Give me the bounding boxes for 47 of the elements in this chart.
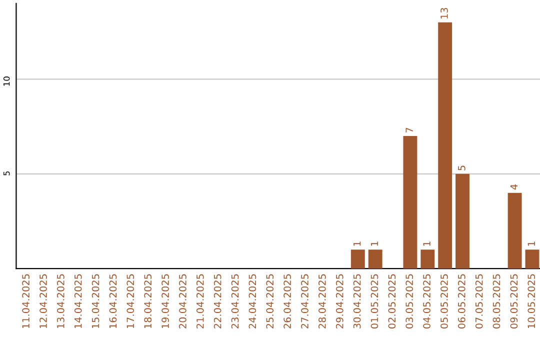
x-tick-label: 12.04.2025 xyxy=(40,274,47,328)
bar xyxy=(456,174,470,269)
x-tick-label: 04.05.2025 xyxy=(423,274,430,328)
x-tick-label: 15.04.2025 xyxy=(92,274,100,328)
x-tick-label: 11.04.2025 xyxy=(22,274,30,328)
bar xyxy=(368,250,382,269)
x-tick-label: 03.05.2025 xyxy=(406,274,414,328)
x-tick-label: 07.05.2025 xyxy=(475,274,483,328)
x-tick-label: 21.04.2025 xyxy=(196,274,204,328)
x-tick-label: 25.04.2025 xyxy=(266,274,274,328)
x-tick-label: 26.04.2025 xyxy=(284,274,291,328)
data-label: 1 xyxy=(353,242,361,246)
y-tick-label: 10 xyxy=(3,76,10,86)
bar xyxy=(403,136,418,269)
x-tick-label: 24.04.2025 xyxy=(248,274,256,328)
data-label: 5 xyxy=(458,166,466,170)
x-tick-label: 10.05.2025 xyxy=(528,274,536,328)
bar xyxy=(420,250,435,269)
data-label: 13 xyxy=(440,8,448,18)
bar xyxy=(525,250,540,269)
x-tick-label: 02.05.2025 xyxy=(388,274,396,328)
x-tick-label: 08.05.2025 xyxy=(492,274,500,328)
bar xyxy=(350,250,365,269)
x-tick-label: 27.04.2025 xyxy=(301,274,308,328)
x-tick-label: 19.04.2025 xyxy=(162,274,169,328)
data-label: 1 xyxy=(370,242,378,246)
x-tick-label: 06.05.2025 xyxy=(458,274,466,328)
x-tick-label: 23.04.2025 xyxy=(231,274,239,328)
x-tick-label: 16.04.2025 xyxy=(109,274,117,328)
x-tick-label: 18.04.2025 xyxy=(144,274,152,328)
bar xyxy=(438,22,452,269)
x-tick-label: 28.04.2025 xyxy=(318,274,326,328)
data-label: 1 xyxy=(423,242,430,246)
bar xyxy=(508,192,522,269)
x-tick-label: 01.05.2025 xyxy=(370,274,378,328)
x-tick-label: 30.04.2025 xyxy=(353,274,361,328)
x-tick-label: 05.05.2025 xyxy=(440,274,448,328)
data-label: 7 xyxy=(406,128,413,132)
x-tick-label: 17.04.2025 xyxy=(126,274,134,328)
data-label: 1 xyxy=(528,242,535,246)
x-tick-label: 09.05.2025 xyxy=(510,274,518,328)
x-tick-label: 29.04.2025 xyxy=(336,274,344,328)
data-label: 4 xyxy=(510,184,518,190)
x-tick-label: 14.04.2025 xyxy=(74,274,82,328)
x-tick-label: 13.04.2025 xyxy=(56,274,64,328)
x-tick-label: 22.04.2025 xyxy=(214,274,222,328)
x-tick-label: 20.04.2025 xyxy=(179,274,186,328)
